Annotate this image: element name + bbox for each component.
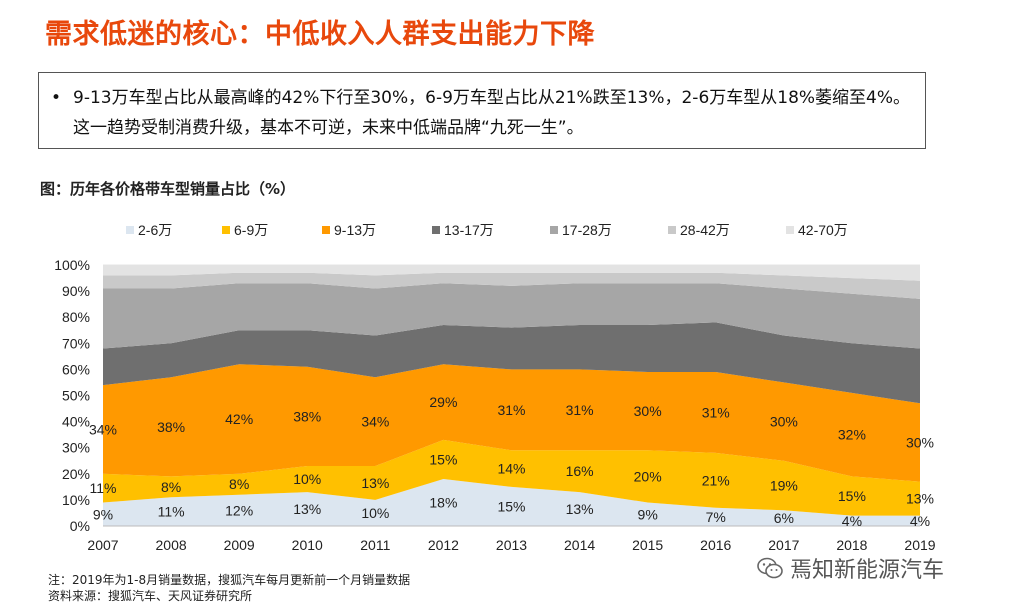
bullet-marker: • — [51, 88, 62, 108]
data-label: 29% — [429, 394, 457, 410]
data-label: 42% — [225, 411, 253, 427]
summary-text: 9-13万车型占比从最高峰的42%下行至30%，6-9万车型占比从21%跌至13… — [73, 88, 911, 138]
legend-swatch — [550, 226, 558, 234]
y-tick-label: 70% — [62, 335, 90, 351]
legend-swatch — [126, 226, 134, 234]
data-label: 21% — [702, 472, 730, 488]
watermark-text: 焉知新能源汽车 — [790, 558, 945, 583]
area-series-5 — [103, 283, 920, 349]
legend-swatch — [432, 226, 440, 234]
legend-label: 17-28万 — [562, 222, 612, 238]
y-tick-label: 40% — [62, 414, 90, 430]
data-label: 12% — [225, 502, 253, 518]
y-tick-label: 80% — [62, 309, 90, 325]
x-tick-label: 2010 — [292, 537, 323, 553]
y-tick-label: 30% — [62, 440, 90, 456]
data-label: 30% — [770, 414, 798, 430]
x-tick-label: 2019 — [904, 537, 935, 553]
data-label: 14% — [497, 461, 525, 477]
legend-swatch — [222, 226, 230, 234]
y-tick-label: 60% — [62, 361, 90, 377]
x-tick-label: 2015 — [632, 537, 663, 553]
data-label: 34% — [89, 421, 117, 437]
y-tick-label: 100% — [54, 257, 90, 273]
data-label: 19% — [770, 478, 798, 494]
area-series-6 — [103, 272, 920, 299]
page-title: 需求低迷的核心：中低收入人群支出能力下降 — [45, 19, 595, 50]
data-label: 31% — [497, 402, 525, 418]
watermark: 焉知新能源汽车 — [756, 552, 944, 584]
data-label: 30% — [634, 403, 662, 419]
data-label: 11% — [158, 504, 185, 520]
data-label: 13% — [566, 501, 594, 517]
data-label: 15% — [497, 498, 525, 514]
chart-source: 资料来源：搜狐汽车、天风证券研究所 — [48, 589, 253, 603]
legend-label: 9-13万 — [334, 222, 376, 238]
y-tick-label: 50% — [62, 388, 90, 404]
data-label: 13% — [361, 475, 389, 491]
x-tick-label: 2009 — [224, 537, 255, 553]
data-label: 31% — [702, 404, 730, 420]
summary-box: • 9-13万车型占比从最高峰的42%下行至30%，6-9万车型占比从21%跌至… — [38, 72, 926, 149]
data-label: 38% — [293, 408, 321, 424]
data-label: 15% — [429, 451, 457, 467]
y-tick-label: 90% — [62, 283, 90, 299]
data-label: 10% — [293, 471, 321, 487]
y-tick-label: 20% — [62, 466, 90, 482]
x-tick-label: 2007 — [87, 537, 118, 553]
legend-label: 6-9万 — [234, 222, 268, 238]
area-series-3 — [103, 364, 920, 482]
x-tick-label: 2011 — [360, 537, 390, 553]
x-tick-label: 2018 — [836, 537, 867, 553]
data-label: 10% — [361, 505, 389, 521]
data-label: 4% — [842, 513, 862, 529]
data-label: 16% — [566, 463, 594, 479]
data-label: 4% — [910, 513, 930, 529]
legend-label: 28-42万 — [680, 222, 730, 238]
chart-caption: 图：历年各价格带车型销量占比（%） — [40, 180, 296, 198]
y-tick-label: 0% — [70, 518, 90, 534]
data-label: 11% — [90, 480, 117, 496]
area-series-4 — [103, 322, 920, 404]
legend-label: 42-70万 — [798, 222, 848, 238]
legend-swatch — [786, 226, 794, 234]
data-label: 15% — [838, 488, 866, 504]
wechat-icon — [757, 557, 783, 579]
area-series-7 — [103, 265, 920, 281]
legend-swatch — [668, 226, 676, 234]
data-label: 13% — [293, 501, 321, 517]
x-tick-label: 2016 — [700, 537, 731, 553]
data-label: 34% — [361, 414, 389, 430]
data-label: 8% — [161, 479, 181, 495]
x-tick-label: 2008 — [156, 537, 187, 553]
y-tick-label: 10% — [62, 492, 90, 508]
data-label: 8% — [229, 476, 249, 492]
area-series-1 — [103, 479, 920, 526]
data-label: 6% — [774, 510, 794, 526]
chart-note: 注：2019年为1-8月销量数据，搜狐汽车每月更新前一个月销量数据 — [48, 573, 411, 587]
area-series-2 — [103, 439, 920, 516]
data-label: 9% — [638, 506, 658, 522]
x-tick-label: 2014 — [564, 537, 595, 553]
x-tick-label: 2013 — [496, 537, 527, 553]
x-tick-label: 2017 — [768, 537, 799, 553]
data-label: 30% — [906, 434, 934, 450]
legend-label: 2-6万 — [138, 222, 172, 238]
data-label: 38% — [157, 419, 185, 435]
data-label: 7% — [706, 509, 726, 525]
data-label: 31% — [566, 402, 594, 418]
legend-label: 13-17万 — [444, 222, 494, 238]
x-tick-label: 2012 — [428, 537, 459, 553]
data-label: 9% — [93, 506, 113, 522]
data-label: 18% — [429, 495, 457, 511]
data-label: 20% — [634, 468, 662, 484]
data-label: 13% — [906, 491, 934, 507]
data-label: 32% — [838, 427, 866, 443]
legend-swatch — [322, 226, 330, 234]
